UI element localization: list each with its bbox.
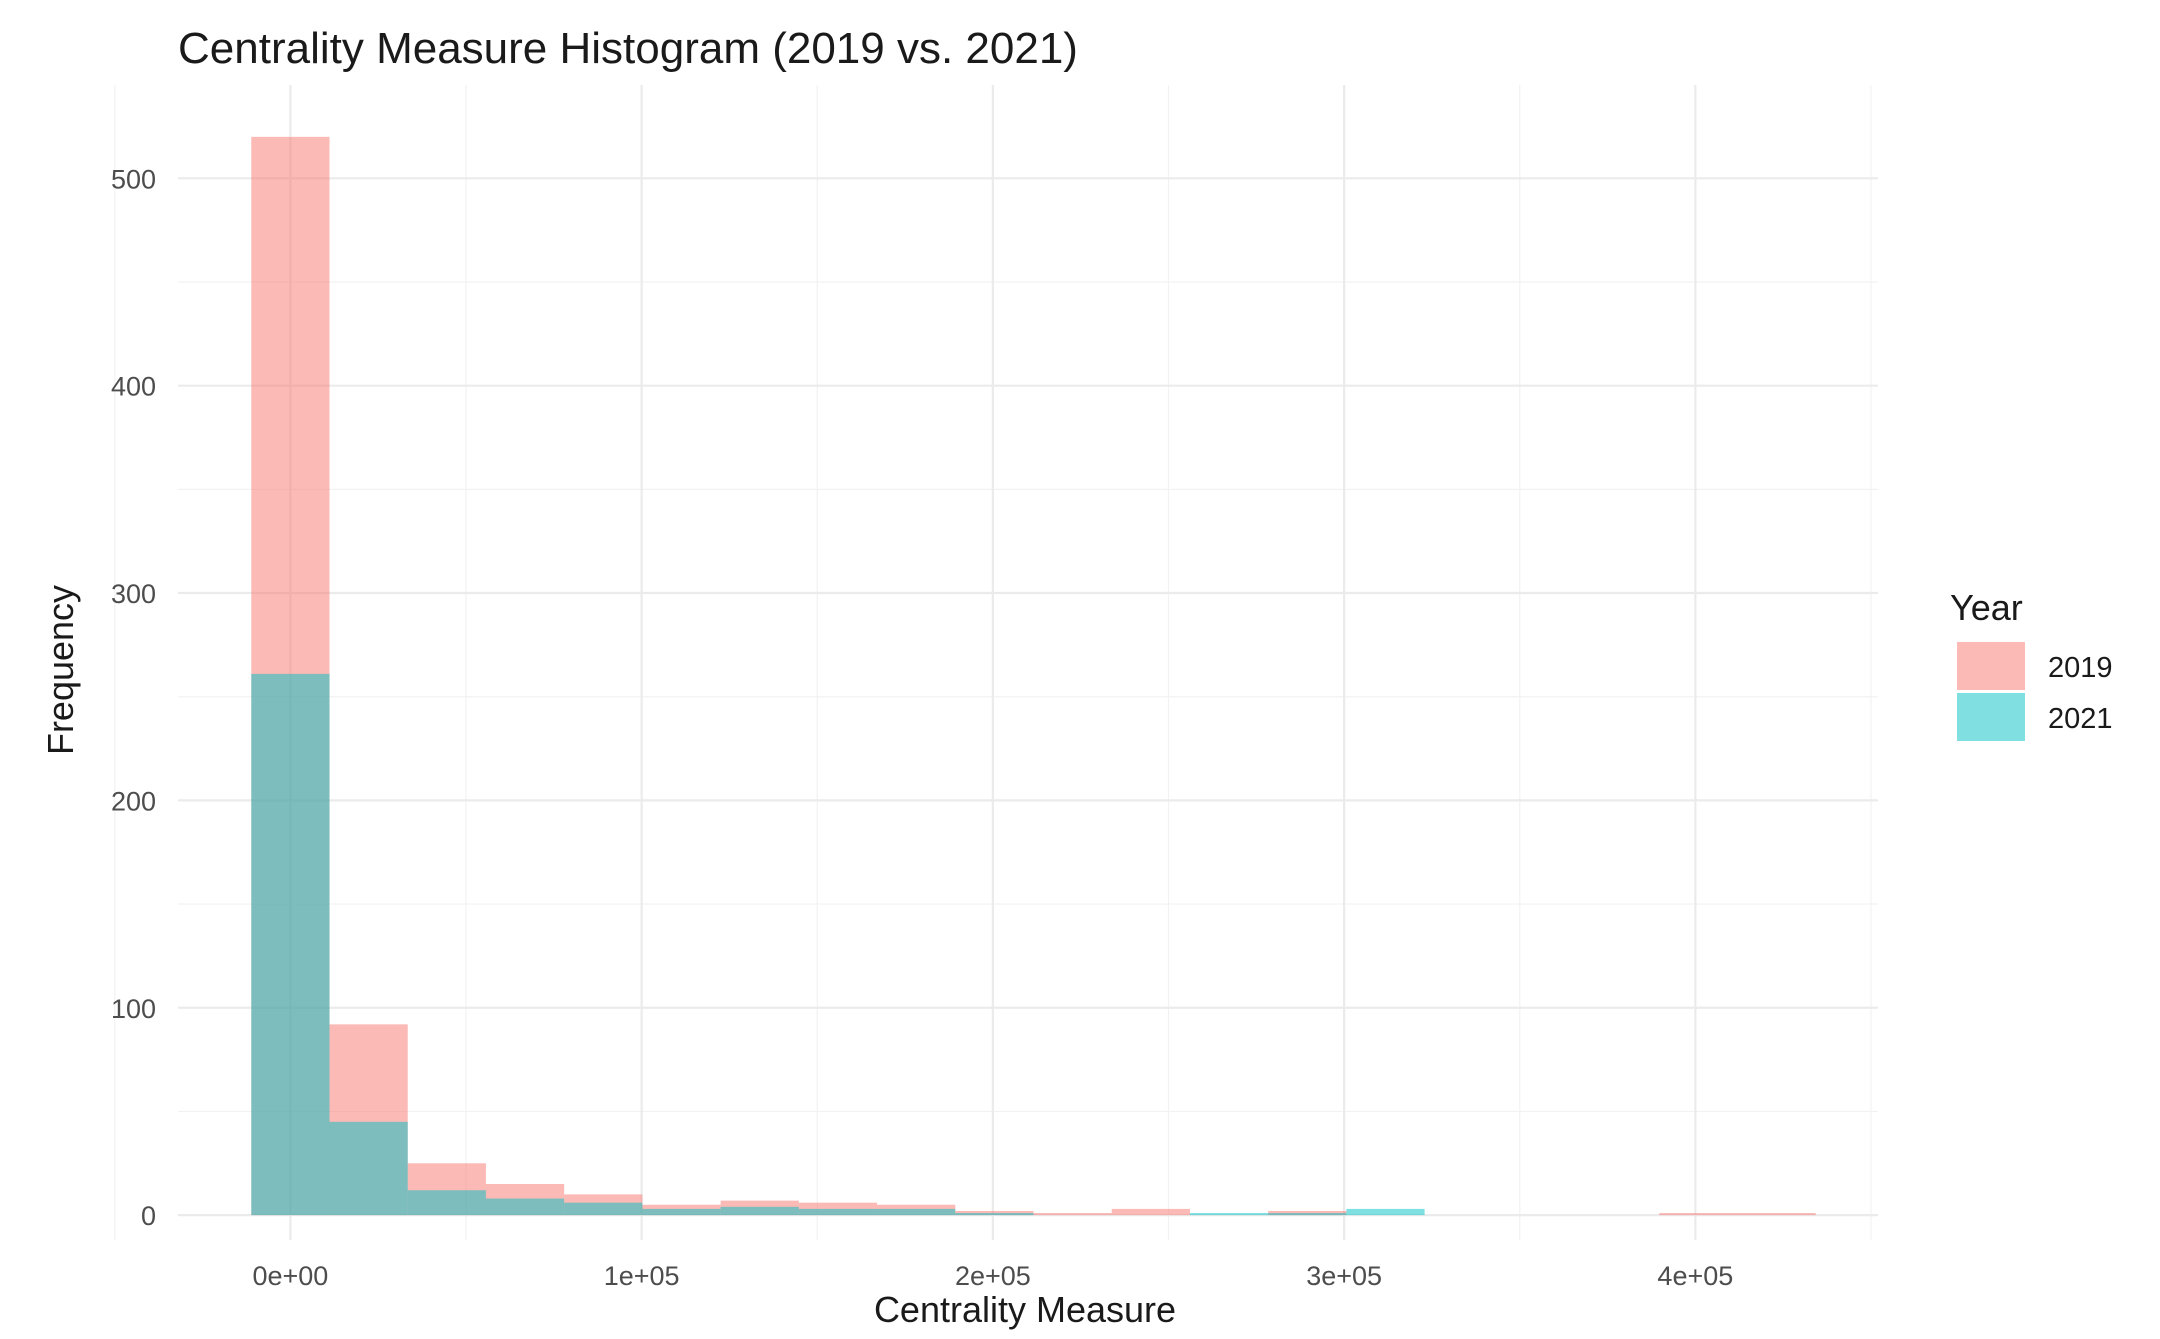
x-tick-label: 0e+00 [252, 1261, 328, 1291]
bar-2021-bin-13 [1268, 1213, 1347, 1216]
y-tick-label: 200 [111, 786, 156, 816]
bar-2021-bin-12 [1189, 1213, 1269, 1216]
bar-2021-bin-0 [251, 673, 330, 1216]
x-tick-label: 2e+05 [955, 1261, 1031, 1291]
y-tick-label: 100 [111, 994, 156, 1024]
legend: Year 2019 2021 [1950, 587, 2113, 741]
legend-title: Year [1950, 587, 2023, 628]
bar-2021-bin-6 [720, 1206, 799, 1216]
legend-key-2019 [1957, 642, 2025, 690]
bar-2021-bin-4 [564, 1202, 643, 1216]
bar-2021-bin-5 [642, 1208, 721, 1216]
bar-2021-bin-3 [485, 1198, 565, 1216]
bar-2021-bin-1 [329, 1121, 408, 1216]
y-axis-title: Frequency [40, 585, 81, 755]
bar-2021-bin-14 [1346, 1208, 1425, 1216]
bar-2021-bin-2 [407, 1190, 486, 1216]
bar-2021-bin-8 [877, 1208, 956, 1216]
bar-2021-bin-7 [798, 1208, 878, 1216]
y-tick-label: 300 [111, 579, 156, 609]
bar-2019-bin-11 [1111, 1208, 1190, 1216]
bar-2021-bin-9 [955, 1213, 1034, 1216]
y-tick-label: 500 [111, 164, 156, 194]
legend-label-2019: 2019 [2048, 652, 2113, 684]
y-tick-label: 400 [111, 372, 156, 402]
y-tick-label: 0 [141, 1201, 156, 1231]
chart-title: Centrality Measure Histogram (2019 vs. 2… [178, 24, 1078, 73]
x-tick-label: 4e+05 [1657, 1261, 1733, 1291]
bar-2019-bin-18 [1659, 1213, 1738, 1216]
x-axis-title: Centrality Measure [874, 1289, 1176, 1330]
bar-2019-bin-10 [1033, 1213, 1112, 1216]
bar-2019-bin-19 [1737, 1213, 1816, 1216]
legend-key-2021 [1957, 693, 2025, 741]
x-tick-label: 1e+05 [604, 1261, 680, 1291]
histogram-bars [251, 136, 1816, 1216]
y-axis-ticks: 0 100 200 300 400 500 [111, 164, 156, 1231]
legend-label-2021: 2021 [2048, 703, 2113, 735]
x-tick-label: 3e+05 [1306, 1261, 1382, 1291]
x-axis-ticks: 0e+00 1e+05 2e+05 3e+05 4e+05 [252, 1261, 1733, 1291]
